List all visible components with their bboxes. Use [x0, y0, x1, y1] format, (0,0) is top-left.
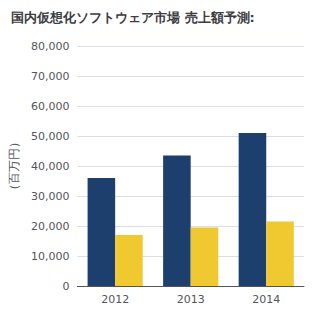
svg-text:（百万円）: （百万円） [7, 136, 21, 196]
svg-text:30,000: 30,000 [31, 190, 70, 203]
svg-text:20,000: 20,000 [31, 220, 70, 233]
svg-text:60,000: 60,000 [31, 100, 70, 113]
svg-text:50,000: 50,000 [31, 130, 70, 143]
svg-text:10,000: 10,000 [31, 250, 70, 263]
svg-text:2013: 2013 [177, 293, 205, 306]
svg-text:2012: 2012 [101, 293, 129, 306]
svg-text:2014: 2014 [252, 293, 280, 306]
svg-text:40,000: 40,000 [31, 160, 70, 173]
svg-text:国内仮想化ソフトウェア市場 売上額予測:: 国内仮想化ソフトウェア市場 売上額予測: [11, 10, 255, 25]
svg-text:70,000: 70,000 [31, 70, 70, 83]
svg-text:80,000: 80,000 [31, 40, 70, 53]
svg-text:0: 0 [62, 280, 69, 293]
